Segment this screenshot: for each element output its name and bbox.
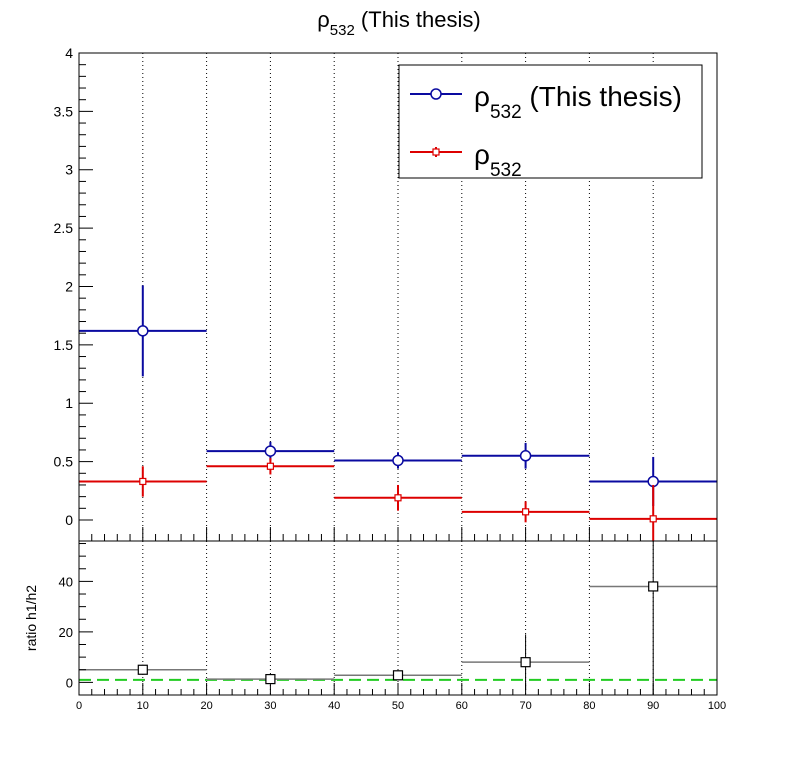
series-0-point xyxy=(264,445,277,457)
series-0-point xyxy=(647,475,659,488)
series-1-point xyxy=(649,515,657,523)
ratio-y-axis-label: ratio h1/h2 xyxy=(23,585,39,651)
top-y-tick-label: 3.5 xyxy=(54,103,74,119)
top-y-tick-label: 0 xyxy=(65,512,73,528)
top-y-tick-label: 3 xyxy=(65,162,73,178)
ratio-point xyxy=(520,657,531,668)
legend-entry-reference: ρ532 xyxy=(410,139,522,181)
ratio-x-tick-label: 0 xyxy=(76,700,82,712)
series-0-point xyxy=(137,325,149,337)
legend-label-reference: ρ532 xyxy=(474,139,522,181)
series-1-point xyxy=(139,477,147,486)
top-y-tick-label: 0.5 xyxy=(54,454,74,470)
ratio-x-tick-label: 100 xyxy=(708,700,726,712)
chart-title: ρ532 (This thesis) xyxy=(317,7,480,39)
legend: ρ532 (This thesis) ρ532 xyxy=(398,64,703,181)
legend-rest-0: (This thesis) xyxy=(522,81,682,112)
top-y-tick-label: 2 xyxy=(65,278,73,294)
ratio-x-tick-label: 70 xyxy=(519,700,531,712)
title-subscript: 532 xyxy=(330,22,355,39)
legend-entry-this-thesis: ρ532 (This thesis) xyxy=(410,81,682,123)
legend-symbol-0: ρ xyxy=(474,81,490,112)
ratio-x-tick-label: 20 xyxy=(200,700,212,712)
ratio-plot-frame xyxy=(78,540,718,696)
title-symbol: ρ xyxy=(317,7,330,32)
top-y-tick-label: 2.5 xyxy=(54,220,74,236)
ratio-x-tick-label: 40 xyxy=(328,700,340,712)
ratio-point xyxy=(265,673,276,685)
ratio-x-tick-label: 50 xyxy=(392,700,404,712)
ratio-point xyxy=(392,670,404,681)
ratio-y-tick-label: 0 xyxy=(66,675,73,690)
ratio-y-tick-label: 40 xyxy=(59,574,73,589)
legend-box xyxy=(398,64,703,179)
ratio-panel: 0 20 40 0 10 20 30 40 50 60 70 80 90 100 ratio h1/h2 xyxy=(23,540,726,712)
legend-sub-0: 532 xyxy=(490,102,522,123)
series-1-point xyxy=(266,462,274,470)
ratio-point xyxy=(648,581,659,592)
top-y-tick-label: 1.5 xyxy=(54,337,74,353)
series-1-point xyxy=(394,494,402,502)
legend-label-this-thesis: ρ532 (This thesis) xyxy=(474,81,682,123)
legend-sub-1: 532 xyxy=(490,160,522,181)
title-rest: (This thesis) xyxy=(355,7,481,32)
legend-symbol-1: ρ xyxy=(474,139,490,170)
ratio-y-tick-label: 20 xyxy=(59,625,73,640)
ratio-x-tick-label: 60 xyxy=(456,700,468,712)
legend-marker-red xyxy=(432,148,440,156)
ratio-x-tick-label: 10 xyxy=(137,700,149,712)
top-y-tick-label: 4 xyxy=(65,45,73,61)
ratio-point xyxy=(137,664,148,675)
series-0-point xyxy=(519,450,532,462)
ratio-x-tick-label: 90 xyxy=(647,700,659,712)
top-y-tick-label: 1 xyxy=(65,395,73,411)
ratio-x-tick-label: 80 xyxy=(583,700,595,712)
series-0-point xyxy=(392,454,404,467)
series-1-point xyxy=(521,508,530,516)
ratio-x-tick-label: 30 xyxy=(264,700,276,712)
legend-marker-blue xyxy=(430,88,442,100)
